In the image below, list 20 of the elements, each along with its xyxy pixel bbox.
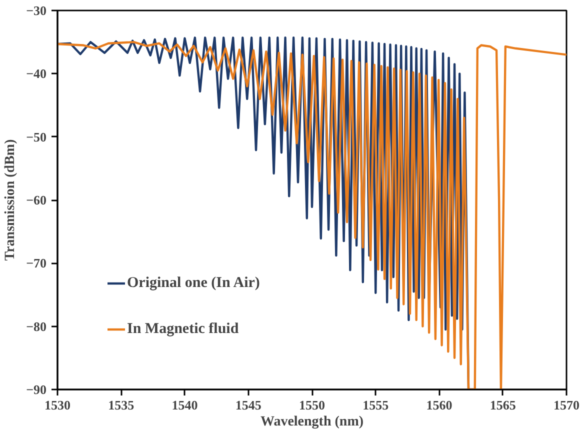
y-axis-title: Transmission (dBm) [3, 138, 18, 261]
x-tick-label: 1550 [299, 398, 325, 412]
x-tick-label: 1560 [426, 398, 452, 412]
x-tick-label: 1540 [172, 398, 198, 412]
y-tick-label: −80 [26, 318, 47, 334]
legend-label: In Magnetic fluid [127, 320, 239, 338]
x-tick-label: 1555 [362, 398, 390, 412]
x-tick-label: 1535 [108, 398, 135, 412]
x-tick-label: 1565 [490, 398, 516, 412]
y-tick-label: −70 [26, 256, 47, 271]
y-tick-label: −50 [26, 129, 47, 144]
x-tick-label: 1530 [44, 398, 70, 412]
x-tick-label: 1545 [235, 398, 262, 412]
y-tick-label: −60 [26, 192, 47, 208]
x-axis-title: Wavelength (nm) [260, 414, 364, 430]
y-tick-label: −40 [26, 66, 47, 82]
legend-label: Original one (In Air) [127, 274, 260, 292]
x-tick-label: 1570 [554, 398, 580, 412]
y-tick-label: −90 [26, 382, 47, 397]
y-tick-label: −30 [26, 3, 47, 18]
